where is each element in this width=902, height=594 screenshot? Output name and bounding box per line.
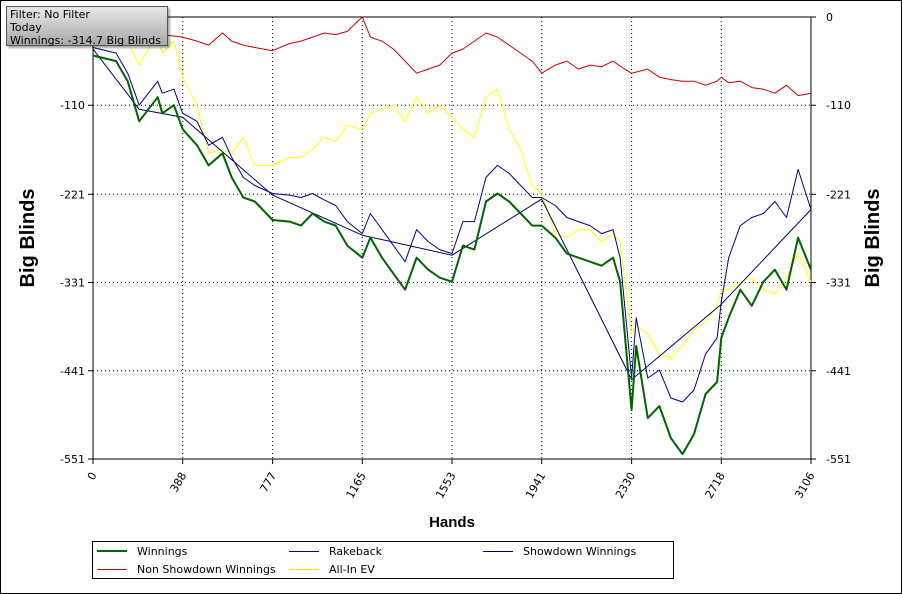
series-line-non-showdown-winnings [92, 16, 812, 97]
y-axis-title-right: Big Blinds [862, 189, 884, 288]
x-tick-label: 2718 [703, 470, 728, 501]
x-tick-label: 3106 [792, 470, 817, 501]
y-axis-left: 0-110-221-331-441-551 [60, 11, 93, 466]
y-tick-label-left: -221 [60, 188, 85, 201]
y-tick-label-right: -221 [826, 188, 851, 201]
series-line-showdown-winnings [92, 48, 812, 381]
legend-item-rakeback: Rakeback [289, 543, 382, 559]
legend: Winnings Rakeback Showdown Winnings Non … [92, 541, 674, 579]
legend-label: Winnings [137, 544, 188, 558]
legend-swatch [97, 568, 127, 570]
y-tick-label-left: -331 [60, 277, 85, 290]
y-tick-label-right: -110 [826, 99, 851, 112]
x-tick-label: 0 [85, 470, 100, 483]
series-line-rakeback [92, 47, 812, 403]
series-layer [92, 16, 812, 456]
legend-item-all-in-ev: All-In EV [289, 561, 375, 577]
x-tick-label: 1553 [433, 470, 458, 501]
x-axis: 0 388 777 1165 1553 1941 2330 2718 3106 [85, 459, 818, 501]
y-tick-label-left: -441 [60, 365, 85, 378]
x-tick-label: 1165 [344, 470, 369, 501]
y-tick-label-left: -551 [60, 453, 85, 466]
y-tick-label-left: -110 [60, 99, 85, 112]
x-axis-title: Hands [429, 514, 475, 531]
x-tick-label: 388 [168, 470, 190, 495]
y-tick-label-right: -551 [826, 453, 851, 466]
x-tick-label: 1941 [523, 470, 548, 501]
legend-label: All-In EV [329, 562, 375, 576]
period-text: Today [10, 21, 42, 34]
legend-item-showdown-winnings: Showdown Winnings [483, 543, 636, 559]
legend-label: Showdown Winnings [523, 544, 637, 558]
legend-item-winnings: Winnings [97, 543, 187, 559]
legend-label: Rakeback [329, 544, 383, 558]
legend-item-non-showdown-winnings: Non Showdown Winnings [97, 561, 276, 577]
y-axis-title-left: Big Blinds [17, 189, 39, 288]
x-tick-label: 2330 [613, 470, 638, 501]
x-tick-label: 777 [257, 470, 279, 495]
series-line-winnings [92, 54, 812, 456]
y-tick-label-right: -331 [826, 277, 851, 290]
legend-swatch [289, 550, 319, 552]
legend-swatch [289, 568, 319, 570]
legend-swatch [97, 550, 127, 552]
filter-text: Filter: No Filter [10, 8, 90, 21]
y-tick-label-right: 0 [826, 11, 833, 24]
y-tick-label-right: -441 [826, 365, 851, 378]
legend-swatch [483, 550, 513, 552]
series-line-all-in-ev [92, 28, 812, 359]
filter-info-box: Filter: No Filter Today Winnings: -314.7… [6, 6, 168, 47]
legend-label: Non Showdown Winnings [137, 562, 276, 576]
y-axis-right: 0 -110 -221 -331 -441 -551 [811, 11, 851, 466]
winnings-text: Winnings: -314.7 Big Blinds [10, 34, 161, 47]
grid [93, 17, 811, 459]
